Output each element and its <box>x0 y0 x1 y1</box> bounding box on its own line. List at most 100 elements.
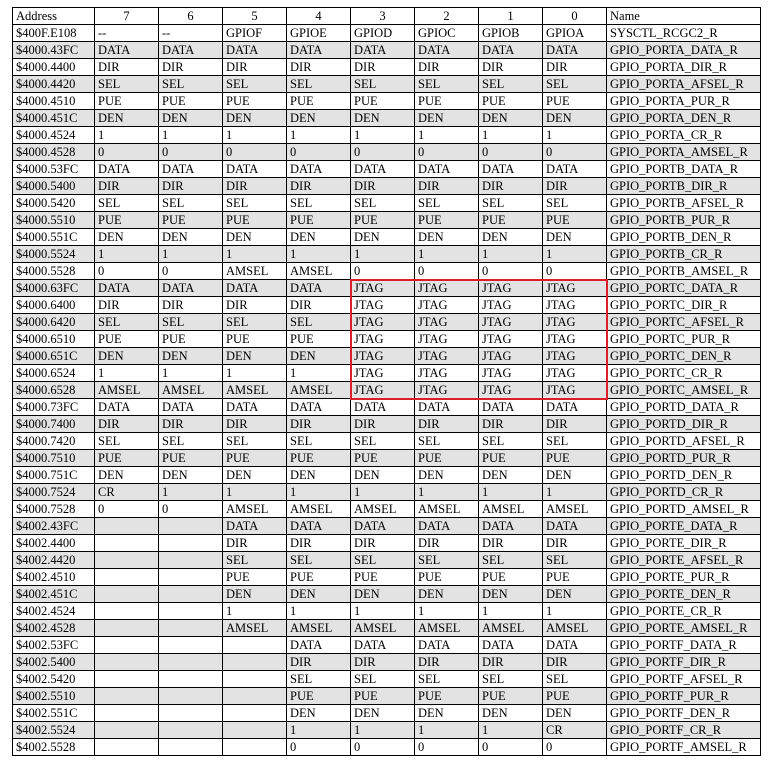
header-bit-7: 7 <box>94 7 159 25</box>
bit-3-cell: DEN <box>350 466 415 484</box>
bit-3-cell: DATA <box>350 160 415 178</box>
address-cell: $4000.6510 <box>12 330 95 348</box>
bit-5-cell: SEL <box>222 432 287 450</box>
table-row: $4002.4510 PUE PUE PUE PUE PUE PUE GPIO_PORTE_P… <box>12 568 761 586</box>
header-bit-3: 3 <box>350 7 415 25</box>
bit-0-cell: DEN <box>542 466 607 484</box>
table-row: $4000.5528 0 0 AMSEL AMSEL 0 0 0 0 GPIO_PORTB_AMS… <box>12 262 761 280</box>
bit-3-cell: DATA <box>350 636 415 654</box>
bit-2-cell: DEN <box>414 228 479 246</box>
address-cell: $4000.5524 <box>12 245 95 263</box>
bit-7-cell: DATA <box>94 41 159 59</box>
address-cell: $4000.651C <box>12 347 95 365</box>
bit-3-cell: DEN <box>350 704 415 722</box>
table-row: $4000.7528 0 0 AMSEL AMSEL AMSEL AMSEL AMSEL AMS… <box>12 500 761 518</box>
bit-3-cell: SEL <box>350 194 415 212</box>
address-cell: $4002.5400 <box>12 653 95 671</box>
bit-3-cell: DATA <box>350 398 415 416</box>
bit-7-cell: DATA <box>94 398 159 416</box>
bit-2-cell: JTAG <box>414 347 479 365</box>
bit-6-cell <box>158 602 223 620</box>
bit-7-cell: DIR <box>94 177 159 195</box>
bit-3-cell: DIR <box>350 177 415 195</box>
bit-6-cell <box>158 687 223 705</box>
bit-1-cell: DIR <box>478 58 543 76</box>
address-cell: $4000.63FC <box>12 279 95 297</box>
table-header-row: Address 7 6 5 4 3 2 1 0 Name <box>12 7 761 25</box>
bit-3-cell: 1 <box>350 126 415 144</box>
bit-0-cell: JTAG <box>542 296 607 314</box>
bit-3-cell: DEN <box>350 109 415 127</box>
table-row: $4000.651C DEN DEN DEN DEN JTAG JTAG JTAG JTAG GP… <box>12 347 761 365</box>
bit-6-cell: PUE <box>158 449 223 467</box>
bit-7-cell <box>94 670 159 688</box>
bit-6-cell: DEN <box>158 109 223 127</box>
register-name-cell: GPIO_PORTC_AFSEL_R <box>606 313 761 331</box>
bit-2-cell: PUE <box>414 211 479 229</box>
bit-6-cell: PUE <box>158 211 223 229</box>
bit-3-cell: JTAG <box>350 347 415 365</box>
address-cell: $4002.4528 <box>12 619 95 637</box>
bit-2-cell: DIR <box>414 58 479 76</box>
bit-2-cell: AMSEL <box>414 619 479 637</box>
bit-0-cell: PUE <box>542 568 607 586</box>
register-name-cell: GPIO_PORTB_AMSEL_R <box>606 262 761 280</box>
bit-4-cell: AMSEL <box>286 262 351 280</box>
address-cell: $4000.551C <box>12 228 95 246</box>
bit-4-cell: 0 <box>286 143 351 161</box>
bit-7-cell <box>94 687 159 705</box>
bit-6-cell: DIR <box>158 177 223 195</box>
bit-7-cell: DATA <box>94 160 159 178</box>
bit-5-cell: DIR <box>222 177 287 195</box>
bit-4-cell: SEL <box>286 670 351 688</box>
bit-5-cell <box>222 636 287 654</box>
bit-2-cell: 0 <box>414 262 479 280</box>
bit-3-cell: JTAG <box>350 330 415 348</box>
bit-2-cell: DATA <box>414 517 479 535</box>
table-row: $4000.4420 SEL SEL SEL SEL SEL SEL SEL SEL GPIO_P… <box>12 75 761 93</box>
bit-7-cell: 0 <box>94 262 159 280</box>
bit-1-cell: SEL <box>478 670 543 688</box>
bit-0-cell: DEN <box>542 109 607 127</box>
bit-2-cell: DATA <box>414 636 479 654</box>
register-name-cell: GPIO_PORTA_DEN_R <box>606 109 761 127</box>
bit-6-cell: DIR <box>158 58 223 76</box>
bit-2-cell: 0 <box>414 143 479 161</box>
bit-1-cell: PUE <box>478 449 543 467</box>
bit-0-cell: DIR <box>542 415 607 433</box>
bit-1-cell: DATA <box>478 160 543 178</box>
bit-2-cell: SEL <box>414 194 479 212</box>
address-cell: $4000.4510 <box>12 92 95 110</box>
table-row: $4000.43FC DATA DATA DATA DATA DATA DATA DATA DA… <box>12 41 761 59</box>
bit-2-cell: 1 <box>414 483 479 501</box>
address-cell: $4000.4528 <box>12 143 95 161</box>
bit-3-cell: AMSEL <box>350 619 415 637</box>
table-row: $4002.451C DEN DEN DEN DEN DEN DEN GPIO_PORTE_D… <box>12 585 761 603</box>
register-name-cell: GPIO_PORTA_PUR_R <box>606 92 761 110</box>
bit-3-cell: SEL <box>350 75 415 93</box>
bit-5-cell: 1 <box>222 126 287 144</box>
bit-0-cell: PUE <box>542 92 607 110</box>
register-name-cell: GPIO_PORTA_AMSEL_R <box>606 143 761 161</box>
bit-0-cell: DATA <box>542 41 607 59</box>
bit-7-cell <box>94 738 159 756</box>
bit-2-cell: DIR <box>414 415 479 433</box>
register-name-cell: GPIO_PORTC_DIR_R <box>606 296 761 314</box>
bit-0-cell: SEL <box>542 432 607 450</box>
bit-6-cell: DEN <box>158 466 223 484</box>
bit-6-cell: 1 <box>158 126 223 144</box>
address-cell: $4000.7420 <box>12 432 95 450</box>
bit-2-cell: DATA <box>414 160 479 178</box>
bit-7-cell <box>94 721 159 739</box>
bit-6-cell: 0 <box>158 500 223 518</box>
register-name-cell: GPIO_PORTF_AFSEL_R <box>606 670 761 688</box>
bit-5-cell: PUE <box>222 568 287 586</box>
bit-7-cell <box>94 653 159 671</box>
address-cell: $4000.5400 <box>12 177 95 195</box>
bit-2-cell: DEN <box>414 704 479 722</box>
bit-2-cell: SEL <box>414 670 479 688</box>
bit-1-cell: PUE <box>478 687 543 705</box>
bit-7-cell <box>94 551 159 569</box>
bit-1-cell: PUE <box>478 211 543 229</box>
register-name-cell: GPIO_PORTF_CR_R <box>606 721 761 739</box>
